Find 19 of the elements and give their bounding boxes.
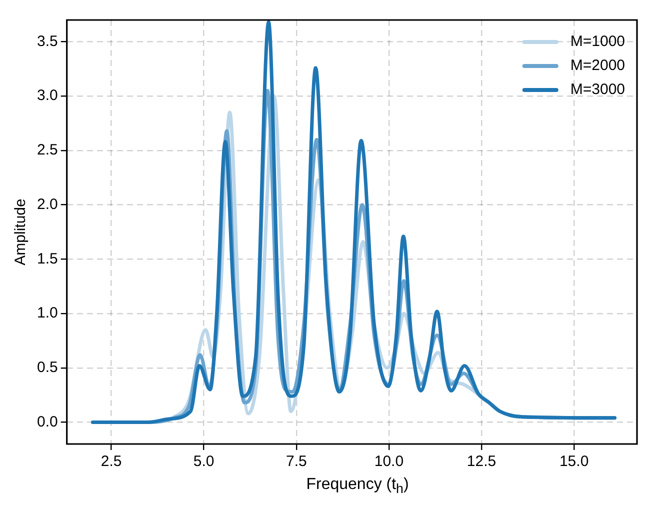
y-tick-label: 3.0 bbox=[36, 87, 58, 104]
y-tick-label: 1.5 bbox=[36, 250, 58, 268]
legend-label: M=3000 bbox=[570, 81, 625, 98]
x-tick-label: 12.5 bbox=[466, 453, 496, 470]
x-tick-label: 2.5 bbox=[100, 453, 122, 470]
x-axis-title: Frequency (t$_{h}$) bbox=[305, 476, 410, 496]
y-tick-label: 2.0 bbox=[36, 196, 58, 213]
x-tick-label: 7.5 bbox=[286, 453, 307, 470]
y-tick-label: 0.0 bbox=[36, 413, 58, 430]
y-tick-label: 3.5 bbox=[36, 32, 58, 50]
y-tick-label: 0.5 bbox=[36, 359, 58, 376]
y-tick-label: 1.0 bbox=[36, 304, 58, 322]
legend-label: M=2000 bbox=[570, 57, 625, 74]
y-tick-label: 2.5 bbox=[36, 142, 58, 159]
x-tick-label: 5.0 bbox=[193, 453, 214, 470]
y-axis-title: Amplitude bbox=[12, 198, 30, 266]
x-tick-label: 15.0 bbox=[559, 453, 589, 470]
x-tick-label: 10.0 bbox=[374, 453, 404, 470]
legend-label: M=1000 bbox=[570, 33, 625, 50]
